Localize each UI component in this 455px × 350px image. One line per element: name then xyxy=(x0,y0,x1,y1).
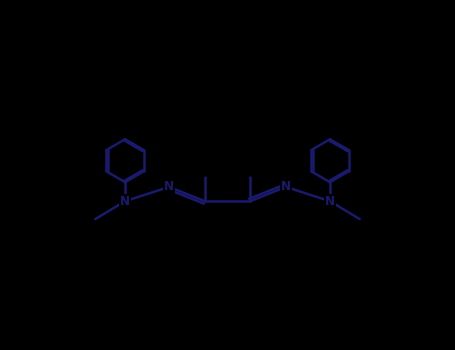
Text: N: N xyxy=(120,195,130,208)
Text: N: N xyxy=(325,195,335,208)
Text: N: N xyxy=(164,180,174,194)
Text: N: N xyxy=(281,180,291,194)
